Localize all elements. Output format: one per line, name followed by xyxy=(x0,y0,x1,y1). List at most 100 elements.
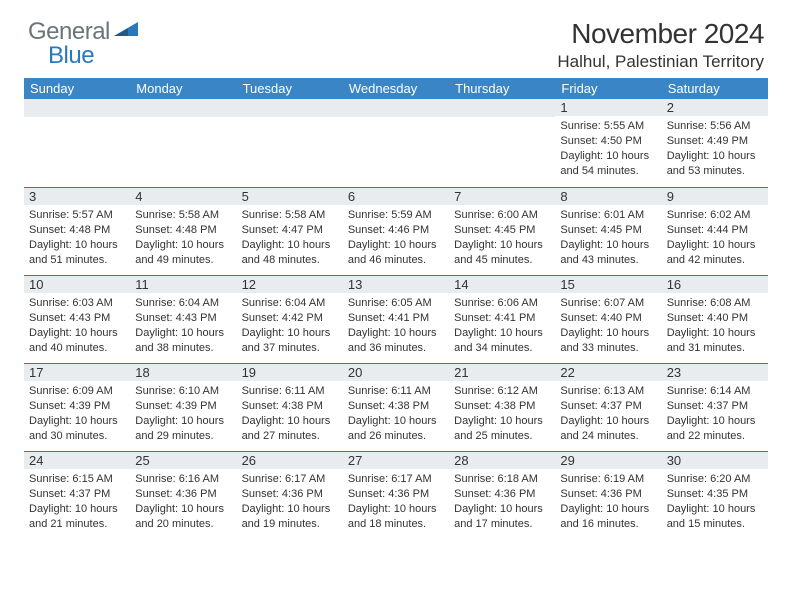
day-detail-line: Daylight: 10 hours xyxy=(242,502,338,517)
day-detail-line: and 36 minutes. xyxy=(348,341,444,356)
calendar-table: Sunday Monday Tuesday Wednesday Thursday… xyxy=(24,78,768,539)
weekday-header-row: Sunday Monday Tuesday Wednesday Thursday… xyxy=(24,78,768,99)
day-detail-line: Daylight: 10 hours xyxy=(135,238,231,253)
empty-day-bar xyxy=(130,99,236,117)
calendar-day-cell: 12Sunrise: 6:04 AMSunset: 4:42 PMDayligh… xyxy=(237,275,343,363)
weekday-header: Friday xyxy=(555,78,661,99)
day-details: Sunrise: 6:18 AMSunset: 4:36 PMDaylight:… xyxy=(449,469,555,531)
day-detail-line: Sunset: 4:36 PM xyxy=(242,487,338,502)
day-detail-line: Daylight: 10 hours xyxy=(667,326,763,341)
day-detail-line: and 45 minutes. xyxy=(454,253,550,268)
calendar-day-cell xyxy=(24,99,130,187)
day-number: 2 xyxy=(662,99,768,116)
calendar-day-cell: 22Sunrise: 6:13 AMSunset: 4:37 PMDayligh… xyxy=(555,363,661,451)
day-details: Sunrise: 5:55 AMSunset: 4:50 PMDaylight:… xyxy=(555,116,661,178)
location: Halhul, Palestinian Territory xyxy=(557,52,764,72)
day-detail-line: Sunrise: 6:07 AM xyxy=(560,296,656,311)
day-detail-line: and 38 minutes. xyxy=(135,341,231,356)
day-detail-line: Daylight: 10 hours xyxy=(560,414,656,429)
day-number: 7 xyxy=(449,187,555,205)
weekday-header: Sunday xyxy=(24,78,130,99)
day-details: Sunrise: 6:20 AMSunset: 4:35 PMDaylight:… xyxy=(662,469,768,531)
day-number: 20 xyxy=(343,363,449,381)
day-number: 3 xyxy=(24,187,130,205)
calendar-day-cell: 14Sunrise: 6:06 AMSunset: 4:41 PMDayligh… xyxy=(449,275,555,363)
day-number: 23 xyxy=(662,363,768,381)
calendar-day-cell: 13Sunrise: 6:05 AMSunset: 4:41 PMDayligh… xyxy=(343,275,449,363)
weekday-header: Thursday xyxy=(449,78,555,99)
day-detail-line: Daylight: 10 hours xyxy=(560,502,656,517)
day-detail-line: Daylight: 10 hours xyxy=(667,414,763,429)
day-detail-line: Sunset: 4:36 PM xyxy=(348,487,444,502)
day-detail-line: and 48 minutes. xyxy=(242,253,338,268)
day-number: 18 xyxy=(130,363,236,381)
day-detail-line: Sunrise: 6:08 AM xyxy=(667,296,763,311)
day-details: Sunrise: 6:13 AMSunset: 4:37 PMDaylight:… xyxy=(555,381,661,443)
day-detail-line: Sunset: 4:46 PM xyxy=(348,223,444,238)
calendar-week-row: 1Sunrise: 5:55 AMSunset: 4:50 PMDaylight… xyxy=(24,99,768,187)
day-detail-line: Sunrise: 6:16 AM xyxy=(135,472,231,487)
calendar-week-row: 10Sunrise: 6:03 AMSunset: 4:43 PMDayligh… xyxy=(24,275,768,363)
day-number: 28 xyxy=(449,451,555,469)
day-details: Sunrise: 5:58 AMSunset: 4:48 PMDaylight:… xyxy=(130,205,236,267)
day-detail-line: Sunrise: 6:00 AM xyxy=(454,208,550,223)
day-details: Sunrise: 6:17 AMSunset: 4:36 PMDaylight:… xyxy=(237,469,343,531)
day-detail-line: and 19 minutes. xyxy=(242,517,338,532)
day-detail-line: Sunrise: 6:05 AM xyxy=(348,296,444,311)
calendar-day-cell: 27Sunrise: 6:17 AMSunset: 4:36 PMDayligh… xyxy=(343,451,449,539)
day-detail-line: and 18 minutes. xyxy=(348,517,444,532)
calendar-day-cell: 2Sunrise: 5:56 AMSunset: 4:49 PMDaylight… xyxy=(662,99,768,187)
logo-triangle-icon xyxy=(114,20,142,43)
calendar-day-cell: 17Sunrise: 6:09 AMSunset: 4:39 PMDayligh… xyxy=(24,363,130,451)
day-detail-line: Daylight: 10 hours xyxy=(29,414,125,429)
calendar-day-cell: 26Sunrise: 6:17 AMSunset: 4:36 PMDayligh… xyxy=(237,451,343,539)
day-detail-line: Sunrise: 6:15 AM xyxy=(29,472,125,487)
day-details: Sunrise: 6:17 AMSunset: 4:36 PMDaylight:… xyxy=(343,469,449,531)
day-detail-line: Daylight: 10 hours xyxy=(135,414,231,429)
day-number: 12 xyxy=(237,275,343,293)
day-detail-line: Sunset: 4:39 PM xyxy=(29,399,125,414)
day-detail-line: Sunset: 4:40 PM xyxy=(667,311,763,326)
calendar-day-cell: 7Sunrise: 6:00 AMSunset: 4:45 PMDaylight… xyxy=(449,187,555,275)
day-details: Sunrise: 6:12 AMSunset: 4:38 PMDaylight:… xyxy=(449,381,555,443)
day-number: 14 xyxy=(449,275,555,293)
calendar-day-cell: 21Sunrise: 6:12 AMSunset: 4:38 PMDayligh… xyxy=(449,363,555,451)
calendar-day-cell: 15Sunrise: 6:07 AMSunset: 4:40 PMDayligh… xyxy=(555,275,661,363)
day-detail-line: Daylight: 10 hours xyxy=(667,238,763,253)
day-number: 29 xyxy=(555,451,661,469)
day-detail-line: Daylight: 10 hours xyxy=(242,238,338,253)
day-number: 5 xyxy=(237,187,343,205)
day-detail-line: Sunset: 4:36 PM xyxy=(560,487,656,502)
day-detail-line: and 25 minutes. xyxy=(454,429,550,444)
day-detail-line: Daylight: 10 hours xyxy=(667,149,763,164)
day-number: 15 xyxy=(555,275,661,293)
day-detail-line: Sunrise: 6:02 AM xyxy=(667,208,763,223)
day-detail-line: Daylight: 10 hours xyxy=(454,238,550,253)
weekday-header: Monday xyxy=(130,78,236,99)
day-detail-line: Daylight: 10 hours xyxy=(667,502,763,517)
day-details: Sunrise: 6:03 AMSunset: 4:43 PMDaylight:… xyxy=(24,293,130,355)
day-detail-line: Daylight: 10 hours xyxy=(348,326,444,341)
day-number: 11 xyxy=(130,275,236,293)
day-detail-line: and 29 minutes. xyxy=(135,429,231,444)
day-detail-line: Sunset: 4:47 PM xyxy=(242,223,338,238)
day-detail-line: Sunrise: 6:06 AM xyxy=(454,296,550,311)
day-number: 8 xyxy=(555,187,661,205)
day-detail-line: Daylight: 10 hours xyxy=(348,414,444,429)
day-number: 16 xyxy=(662,275,768,293)
day-number: 25 xyxy=(130,451,236,469)
day-detail-line: Daylight: 10 hours xyxy=(348,502,444,517)
day-number: 10 xyxy=(24,275,130,293)
day-detail-line: Sunset: 4:38 PM xyxy=(348,399,444,414)
day-detail-line: Sunrise: 6:12 AM xyxy=(454,384,550,399)
day-detail-line: Sunset: 4:48 PM xyxy=(29,223,125,238)
day-detail-line: Sunrise: 6:03 AM xyxy=(29,296,125,311)
day-detail-line: and 33 minutes. xyxy=(560,341,656,356)
day-detail-line: and 15 minutes. xyxy=(667,517,763,532)
day-detail-line: Sunset: 4:39 PM xyxy=(135,399,231,414)
day-detail-line: Sunrise: 5:56 AM xyxy=(667,119,763,134)
day-detail-line: and 43 minutes. xyxy=(560,253,656,268)
day-detail-line: and 30 minutes. xyxy=(29,429,125,444)
day-detail-line: and 17 minutes. xyxy=(454,517,550,532)
day-detail-line: Sunset: 4:37 PM xyxy=(667,399,763,414)
